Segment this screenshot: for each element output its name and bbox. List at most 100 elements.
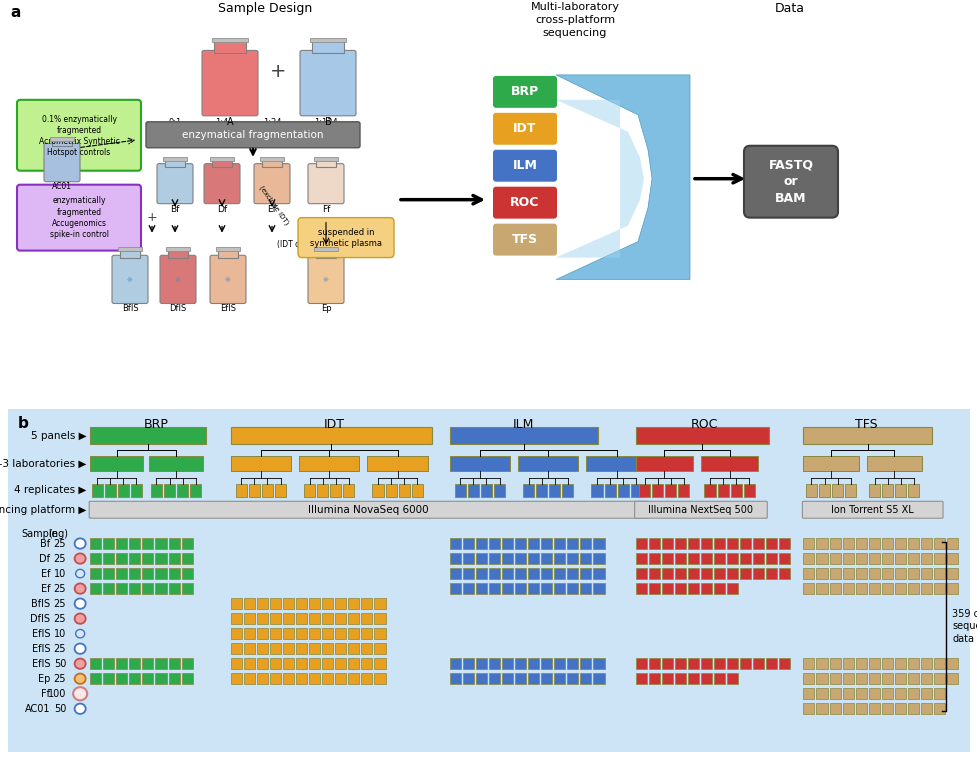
Text: BRP: BRP <box>144 418 169 431</box>
Text: IDT: IDT <box>513 122 536 135</box>
Bar <box>855 538 866 550</box>
Bar <box>687 583 699 594</box>
Bar <box>90 456 144 471</box>
Bar <box>257 658 268 669</box>
Text: 359 ctDNA
sequencing
data: 359 ctDNA sequencing data <box>952 609 977 644</box>
Bar <box>454 484 465 496</box>
Bar <box>593 553 604 564</box>
Bar <box>869 484 879 496</box>
Text: 2-3 laboratories ▶: 2-3 laboratories ▶ <box>0 459 86 468</box>
Bar <box>894 484 906 496</box>
Bar <box>374 673 385 684</box>
Bar <box>567 538 577 550</box>
Bar <box>335 628 346 639</box>
Bar <box>129 673 141 684</box>
Bar <box>309 598 319 609</box>
FancyBboxPatch shape <box>44 143 80 182</box>
Bar <box>674 568 685 579</box>
Bar <box>726 658 738 669</box>
Bar <box>218 248 237 258</box>
Bar <box>701 658 711 669</box>
Bar <box>104 568 114 579</box>
Bar <box>476 568 487 579</box>
Bar <box>868 583 879 594</box>
Bar <box>933 703 944 714</box>
Bar <box>299 456 359 471</box>
Bar <box>231 643 241 654</box>
Bar <box>257 598 268 609</box>
Bar <box>335 598 346 609</box>
Bar <box>348 598 359 609</box>
Bar <box>652 484 662 496</box>
Bar <box>855 673 866 684</box>
Bar <box>116 553 127 564</box>
Bar <box>648 568 659 579</box>
Bar <box>90 538 102 550</box>
Bar <box>881 568 892 579</box>
Text: 25: 25 <box>54 644 66 653</box>
Bar <box>842 658 853 669</box>
FancyBboxPatch shape <box>492 76 557 108</box>
Text: IDT: IDT <box>323 418 345 431</box>
Text: 0:1: 0:1 <box>168 117 182 127</box>
Bar <box>449 583 460 594</box>
Bar <box>214 39 245 53</box>
Bar <box>488 673 499 684</box>
Bar <box>648 583 659 594</box>
Polygon shape <box>556 75 690 280</box>
Bar <box>182 553 192 564</box>
Bar <box>740 568 750 579</box>
Bar <box>802 673 814 684</box>
Bar <box>165 158 185 167</box>
Bar <box>104 538 114 550</box>
Bar <box>501 538 513 550</box>
Bar <box>116 538 127 550</box>
Bar <box>868 568 879 579</box>
Text: TFS: TFS <box>511 233 537 246</box>
Bar <box>779 538 789 550</box>
FancyBboxPatch shape <box>308 255 344 303</box>
Bar <box>554 538 565 550</box>
Bar <box>713 538 724 550</box>
Bar <box>842 703 853 714</box>
Text: DfIS: DfIS <box>30 614 50 624</box>
Bar <box>104 583 114 594</box>
Bar <box>476 583 487 594</box>
Bar <box>726 568 738 579</box>
Bar <box>554 673 565 684</box>
Bar <box>907 673 918 684</box>
Bar <box>182 538 192 550</box>
Bar <box>855 703 866 714</box>
Text: Sequencing platform ▶: Sequencing platform ▶ <box>0 505 86 515</box>
Bar <box>593 568 604 579</box>
Bar <box>131 484 142 496</box>
Bar <box>855 688 866 700</box>
Text: B: B <box>324 117 331 127</box>
Bar <box>243 658 255 669</box>
Bar <box>816 583 827 594</box>
Bar <box>635 673 646 684</box>
Text: EfIS: EfIS <box>31 644 50 653</box>
Bar <box>257 613 268 625</box>
Bar <box>262 484 273 496</box>
Bar <box>361 598 372 609</box>
Bar <box>567 673 577 684</box>
Bar <box>270 628 280 639</box>
Text: 0.1% enzymatically
fragmented
Acrometrix Synthetic
Hotspot controls: 0.1% enzymatically fragmented Acrometrix… <box>38 114 119 157</box>
Bar <box>212 38 247 42</box>
Bar <box>881 658 892 669</box>
Bar <box>828 688 839 700</box>
Bar <box>802 583 814 594</box>
Bar <box>143 583 153 594</box>
Text: 1:124: 1:124 <box>314 117 337 127</box>
Bar <box>182 658 192 669</box>
Bar <box>105 484 115 496</box>
Bar <box>816 568 827 579</box>
Bar <box>635 538 646 550</box>
Bar <box>449 673 460 684</box>
Bar <box>116 673 127 684</box>
Bar <box>713 658 724 669</box>
Bar <box>535 484 547 496</box>
Bar <box>579 658 591 669</box>
Bar <box>143 538 153 550</box>
